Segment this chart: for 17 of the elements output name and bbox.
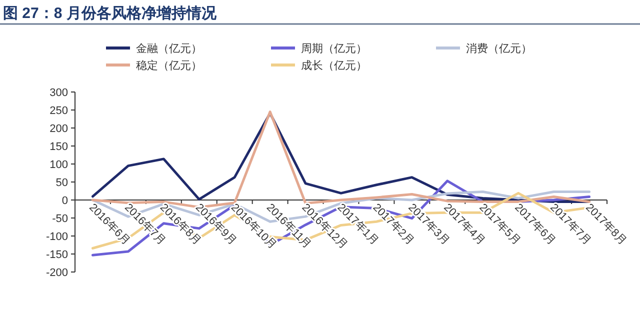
y-tick-label: 200	[50, 123, 68, 135]
legend-label: 稳定（亿元）	[136, 59, 202, 72]
title: 图 27：8 月份各风格净增持情况	[3, 5, 216, 22]
legend-label: 消费（亿元）	[466, 42, 532, 55]
y-tick-label: 100	[50, 159, 68, 171]
y-tick-label: -50	[52, 213, 68, 225]
y-tick-label: -150	[46, 249, 68, 261]
legend-label: 周期（亿元）	[301, 43, 367, 55]
y-tick-label: -100	[46, 231, 68, 243]
y-tick-label: 250	[50, 105, 68, 117]
legend-label: 成长（亿元）	[301, 59, 367, 72]
y-tick-label: -200	[46, 267, 68, 279]
y-tick-label: 0	[62, 195, 68, 207]
y-tick-label: 50	[56, 177, 68, 189]
y-tick-label: 150	[50, 141, 68, 153]
legend-label: 金融（亿元）	[136, 43, 202, 55]
y-tick-label: 300	[50, 87, 68, 99]
